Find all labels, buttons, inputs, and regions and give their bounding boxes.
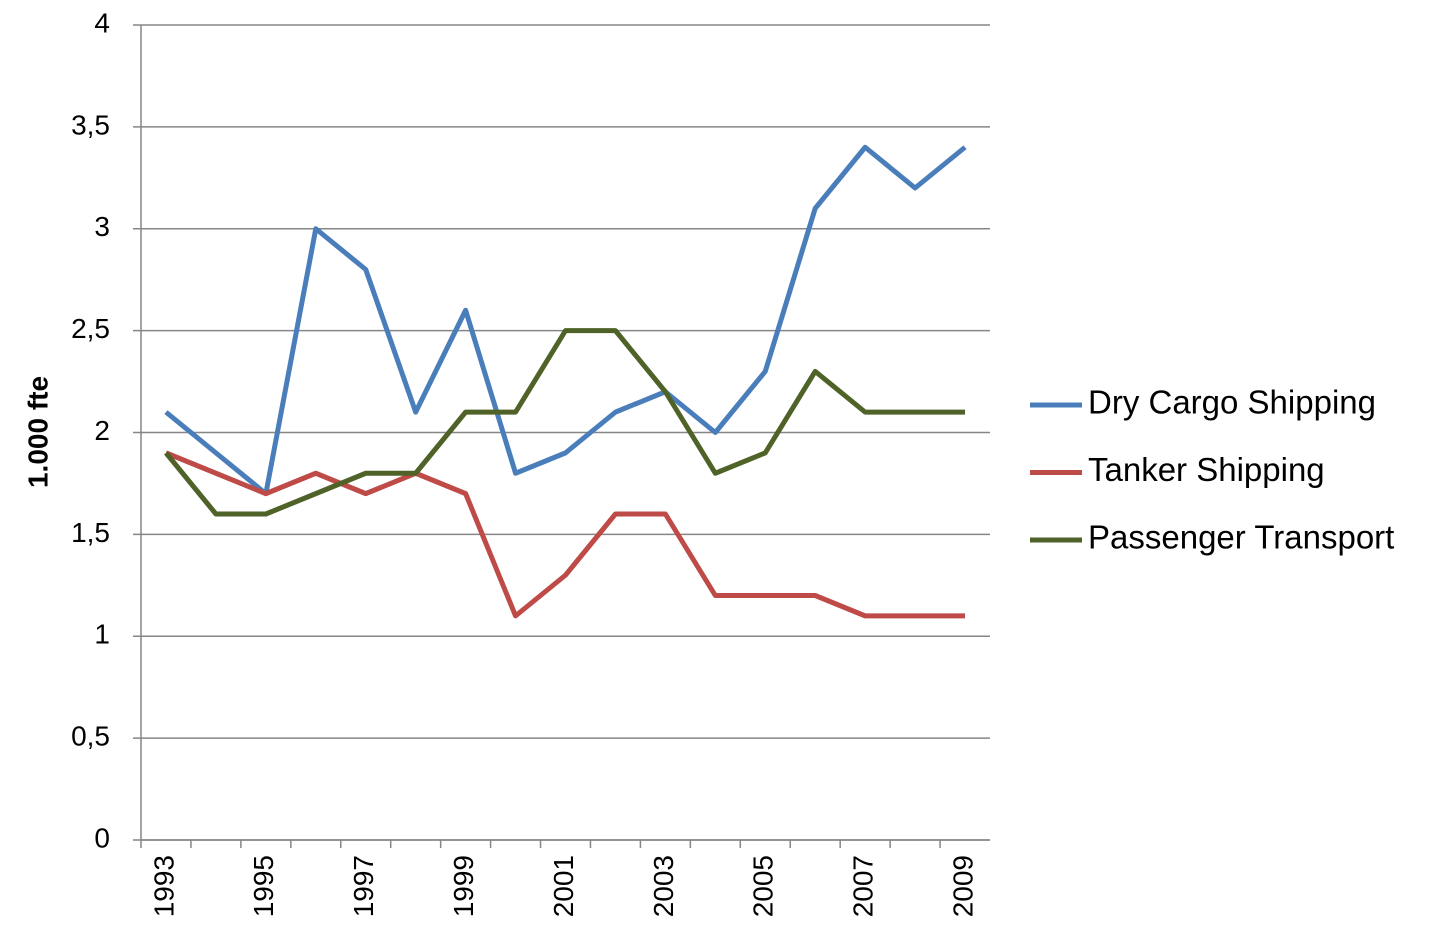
y-tick-label: 4 bbox=[94, 7, 110, 38]
y-tick-label: 2,5 bbox=[71, 313, 110, 344]
series-line bbox=[164, 144, 967, 497]
y-tick-label: 1,5 bbox=[71, 517, 110, 548]
y-tick-label: 3 bbox=[94, 211, 110, 242]
legend-label: Tanker Shipping bbox=[1088, 451, 1325, 488]
series-line bbox=[164, 328, 966, 517]
y-tick-label: 0,5 bbox=[71, 721, 110, 752]
legend-label: Passenger Transport bbox=[1088, 519, 1394, 556]
x-tick-label: 2005 bbox=[748, 855, 779, 917]
x-tick-label: 1993 bbox=[148, 855, 179, 917]
legend-label: Dry Cargo Shipping bbox=[1088, 384, 1376, 421]
x-tick-label: 2001 bbox=[548, 855, 579, 917]
y-tick-label: 2 bbox=[94, 415, 110, 446]
x-tick-label: 1995 bbox=[248, 855, 279, 917]
x-tick-label: 1997 bbox=[348, 855, 379, 917]
x-tick-label: 2007 bbox=[848, 855, 879, 917]
y-tick-label: 3,5 bbox=[71, 109, 110, 140]
x-tick-label: 2009 bbox=[947, 855, 978, 917]
series-line bbox=[165, 450, 966, 619]
x-tick-label: 1999 bbox=[448, 855, 479, 917]
y-tick-label: 1 bbox=[94, 619, 110, 650]
x-tick-label: 2003 bbox=[648, 855, 679, 917]
y-tick-label: 0 bbox=[94, 822, 110, 853]
y-axis-label: 1.000 fte bbox=[22, 376, 53, 488]
